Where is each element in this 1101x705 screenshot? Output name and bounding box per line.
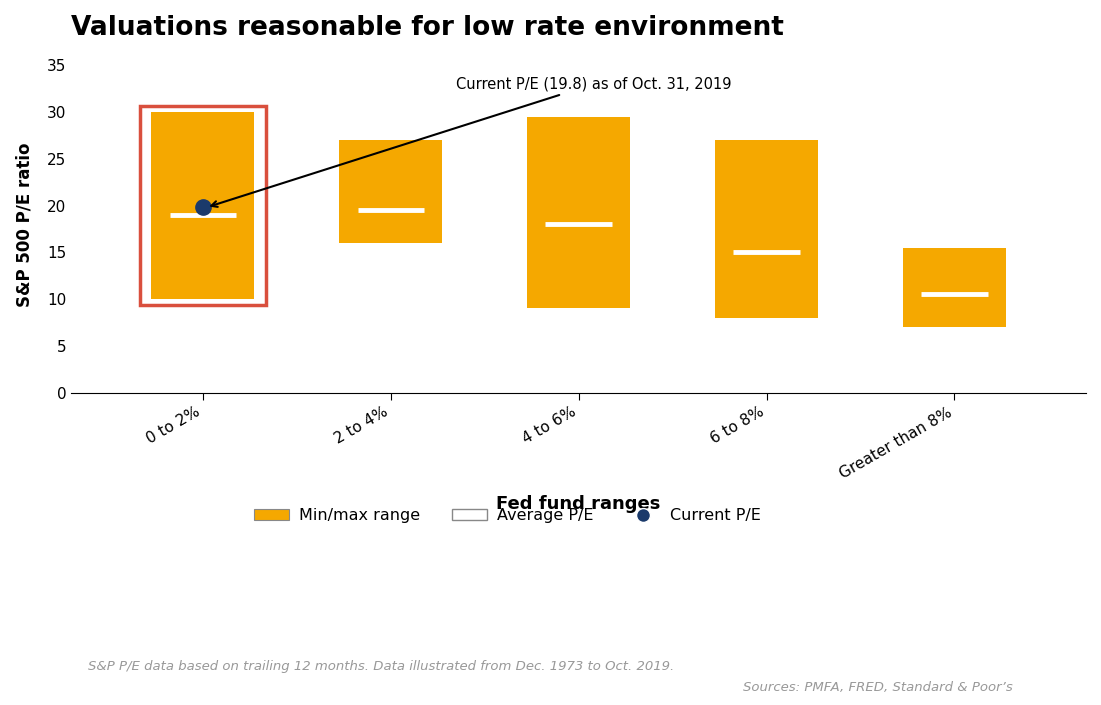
Bar xyxy=(527,116,630,309)
X-axis label: Fed fund ranges: Fed fund ranges xyxy=(497,495,661,513)
Text: S&P P/E data based on trailing 12 months. Data illustrated from Dec. 1973 to Oct: S&P P/E data based on trailing 12 months… xyxy=(88,661,674,673)
Text: Current P/E (19.8) as of Oct. 31, 2019: Current P/E (19.8) as of Oct. 31, 2019 xyxy=(211,76,732,207)
Bar xyxy=(140,106,265,305)
Bar xyxy=(903,247,1006,327)
Y-axis label: S&P 500 P/E ratio: S&P 500 P/E ratio xyxy=(15,142,33,307)
Bar xyxy=(339,140,443,243)
Text: Sources: PMFA, FRED, Standard & Poor’s: Sources: PMFA, FRED, Standard & Poor’s xyxy=(743,682,1013,694)
Bar xyxy=(715,140,818,318)
Bar xyxy=(151,112,254,299)
Text: Valuations reasonable for low rate environment: Valuations reasonable for low rate envir… xyxy=(72,15,784,41)
Legend: Min/max range, Average P/E, Current P/E: Min/max range, Average P/E, Current P/E xyxy=(248,502,767,529)
